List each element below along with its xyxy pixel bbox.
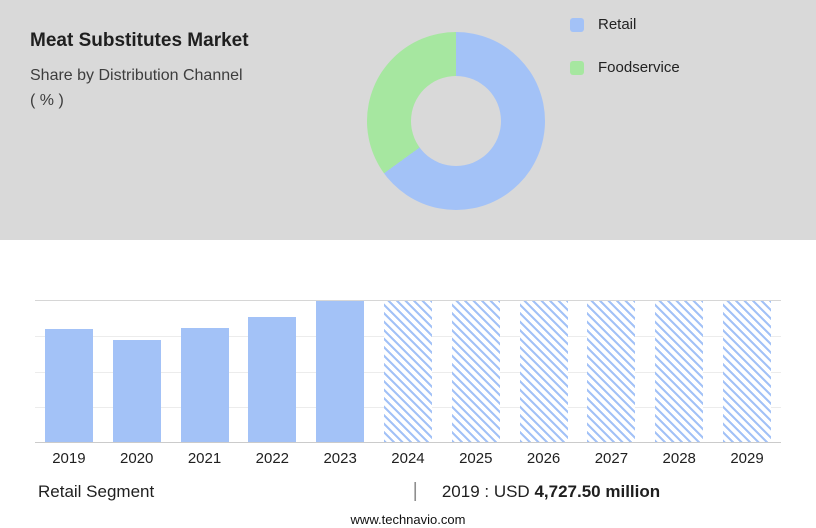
bar-column bbox=[103, 301, 171, 442]
legend-swatch bbox=[570, 17, 584, 32]
bar-column bbox=[713, 301, 781, 442]
header: Meat Substitutes Market Share by Distrib… bbox=[30, 30, 330, 114]
legend-label: Retail bbox=[598, 16, 637, 33]
donut-hole bbox=[411, 76, 501, 166]
x-axis-label: 2023 bbox=[323, 450, 357, 467]
x-axis-label: 2029 bbox=[730, 450, 764, 467]
x-axis-labels: 2019 2020 2021 2022 2023 2024 2025 2026 2027 2028… bbox=[35, 450, 781, 467]
history-bar bbox=[316, 301, 365, 442]
footer-value: 2019 : USD 4,727.50 million bbox=[442, 482, 730, 502]
bar-column bbox=[645, 301, 713, 442]
history-bar bbox=[248, 316, 297, 442]
bar-column bbox=[510, 301, 578, 442]
chart-unit-label: ( % ) bbox=[30, 91, 64, 109]
donut-chart bbox=[367, 32, 545, 210]
footer-summary: Retail Segment | 2019 : USD 4,727.50 mil… bbox=[0, 480, 816, 503]
forecast-bar bbox=[451, 301, 500, 442]
value-amount: 4,727.50 million bbox=[534, 481, 661, 501]
x-axis-label: 2019 bbox=[52, 450, 86, 467]
bar-column bbox=[306, 301, 374, 442]
x-axis-label: 2025 bbox=[459, 450, 493, 467]
legend-label: Foodservice bbox=[598, 59, 680, 76]
history-bar bbox=[180, 327, 229, 442]
bar-chart bbox=[35, 300, 781, 443]
x-axis-label: 2026 bbox=[526, 450, 561, 467]
forecast-bar bbox=[519, 301, 568, 442]
page-title: Meat Substitutes Market bbox=[30, 30, 249, 51]
forecast-bar bbox=[655, 301, 704, 442]
x-axis-label: 2028 bbox=[662, 450, 696, 467]
bar-chart-section: 2019 2020 2021 2022 2023 2024 2025 2026 2027 2028… bbox=[0, 240, 816, 528]
bar-column bbox=[171, 301, 239, 442]
history-bar bbox=[112, 340, 161, 442]
forecast-bar bbox=[723, 301, 772, 442]
legend-item-foodservice: Foodservice bbox=[570, 59, 680, 76]
top-summary-section: Meat Substitutes Market Share by Distrib… bbox=[0, 0, 816, 240]
history-bar bbox=[44, 329, 93, 442]
website-url: www.technavio.com bbox=[350, 512, 466, 527]
footer-divider: | bbox=[412, 480, 418, 502]
forecast-bar bbox=[587, 301, 636, 442]
x-axis-label: 2020 bbox=[120, 450, 154, 467]
forecast-bar bbox=[383, 301, 432, 442]
bar-column bbox=[442, 301, 510, 442]
legend-item-retail: Retail bbox=[570, 16, 680, 33]
x-axis-label: 2024 bbox=[391, 450, 425, 467]
x-axis-label: 2021 bbox=[187, 450, 222, 467]
bars bbox=[35, 301, 781, 442]
bar-column bbox=[35, 301, 103, 442]
bar-column bbox=[374, 301, 442, 442]
legend-swatch bbox=[570, 60, 584, 75]
legend: Retail Foodservice bbox=[570, 16, 680, 102]
value-prefix: 2019 : USD bbox=[441, 481, 530, 501]
chart-subtitle: Share by Distribution Channel bbox=[30, 67, 243, 84]
bar-column bbox=[578, 301, 646, 442]
x-axis-label: 2027 bbox=[594, 450, 629, 467]
segment-label: Retail Segment bbox=[38, 481, 155, 501]
bar-column bbox=[238, 301, 306, 442]
x-axis-label: 2022 bbox=[255, 450, 290, 467]
